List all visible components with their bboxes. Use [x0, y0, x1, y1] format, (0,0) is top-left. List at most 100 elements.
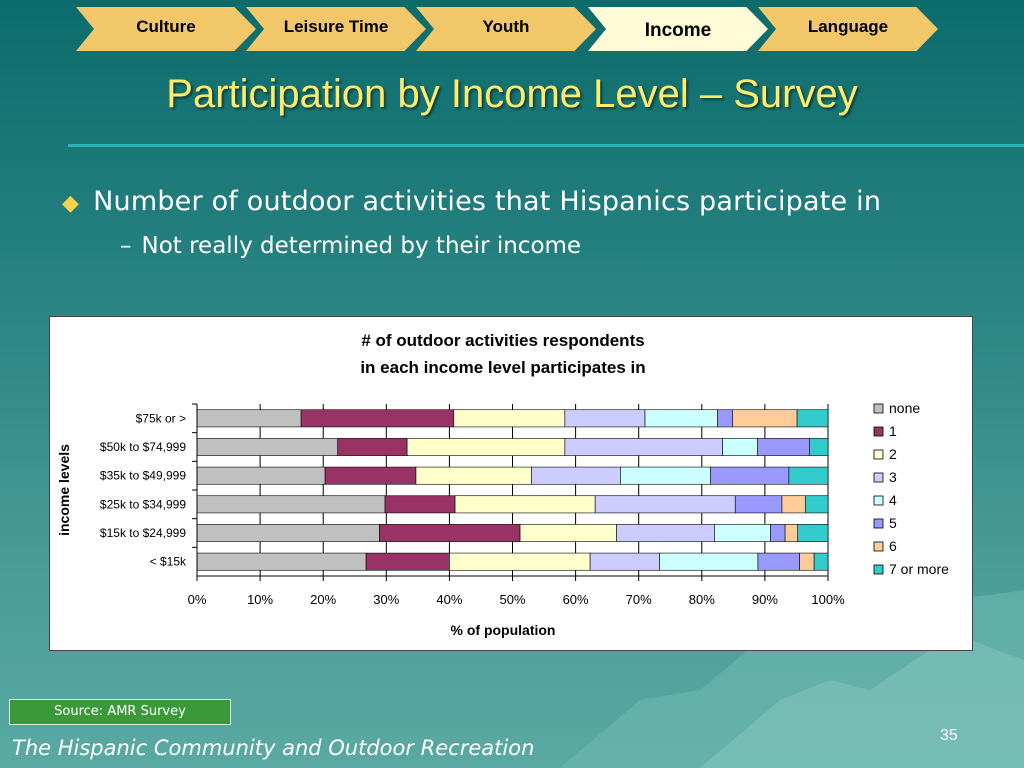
tab-leisure-time[interactable]: Leisure Time — [246, 7, 426, 51]
x-axis-label: % of population — [451, 622, 556, 638]
x-tick-label: 10% — [247, 592, 273, 607]
bar-segment — [722, 438, 758, 456]
bar-segment — [196, 438, 339, 456]
bar-segment — [519, 524, 617, 542]
legend-label: 2 — [889, 446, 897, 462]
bar-segment — [620, 466, 711, 485]
bar-segment — [415, 466, 532, 485]
bar-segment — [734, 495, 783, 514]
tab-culture[interactable]: Culture — [76, 7, 256, 51]
slide-title: Participation by Income Level – Survey — [166, 72, 858, 116]
bar-segment — [757, 552, 800, 571]
bar-segment — [594, 495, 736, 514]
bar-segment — [531, 466, 621, 485]
diamond-bullet-icon: ◆ — [62, 191, 80, 216]
legend-swatch — [873, 403, 884, 414]
legend-label: none — [889, 400, 920, 416]
bar-segment — [379, 524, 521, 542]
x-tick-label: 30% — [373, 592, 399, 607]
bar-segment — [757, 438, 811, 456]
bar-segment — [781, 495, 806, 514]
bar-segment — [337, 438, 408, 456]
section-tabs: Culture Leisure Time Youth Income Langua… — [76, 7, 956, 51]
bar-segment — [196, 524, 380, 542]
bullet-text: Number of outdoor activities that Hispan… — [93, 186, 882, 217]
bar-segment — [453, 409, 566, 428]
x-tick-label: 90% — [752, 592, 778, 607]
y-tick-label: $75k or > — [136, 411, 186, 425]
bar-segment — [732, 409, 798, 428]
bar-segment — [365, 552, 450, 571]
bar-segment — [406, 438, 566, 456]
footer-text: The Hispanic Community and Outdoor Recre… — [12, 736, 535, 760]
tab-income[interactable]: Income — [588, 7, 768, 51]
chart-title-line: # of outdoor activities respondents — [361, 331, 644, 350]
legend-label: 7 or more — [889, 561, 949, 577]
sub-bullet-point: – Not really determined by their income — [120, 233, 581, 259]
x-tick-label: 0% — [188, 592, 207, 607]
y-tick-label: $25k to $34,999 — [100, 497, 186, 511]
x-tick-label: 20% — [310, 592, 336, 607]
bar-segment — [710, 466, 790, 485]
legend-label: 5 — [889, 515, 897, 531]
bar-segment — [196, 409, 302, 428]
bar-segment — [796, 409, 829, 428]
stacked-bar-chart: # of outdoor activities respondents in ea… — [56, 331, 949, 638]
legend-swatch — [873, 495, 884, 506]
bar-segment — [564, 438, 723, 456]
bar-segment — [589, 552, 660, 571]
dash-bullet-icon: – — [120, 233, 132, 259]
tab-language[interactable]: Language — [758, 7, 938, 51]
legend-swatch — [873, 541, 884, 552]
x-tick-label: 70% — [626, 592, 652, 607]
legend-swatch — [873, 472, 884, 483]
y-tick-label: $50k to $74,999 — [100, 440, 186, 454]
bar-segment — [797, 524, 829, 542]
y-tick-label: $35k to $49,999 — [100, 469, 186, 483]
tab-label: Leisure Time — [283, 17, 389, 36]
bar-segment — [300, 409, 455, 428]
y-tick-label: < $15k — [150, 555, 187, 569]
bullet-point: ◆ Number of outdoor activities that Hispa… — [62, 186, 881, 217]
x-tick-label: 80% — [689, 592, 715, 607]
bar-segment — [454, 495, 596, 514]
chart-container: # of outdoor activities respondents in ea… — [49, 316, 973, 651]
tab-label: Language — [807, 17, 889, 36]
x-tick-label: 100% — [811, 592, 845, 607]
tab-label: Culture — [136, 17, 196, 36]
bar-segment — [804, 495, 829, 514]
bar-segment — [659, 552, 759, 571]
tab-label: Youth — [482, 17, 530, 36]
bar-segment — [616, 524, 715, 542]
x-tick-label: 40% — [436, 592, 462, 607]
legend-label: 3 — [889, 469, 897, 485]
x-tick-label: 60% — [563, 592, 589, 607]
y-tick-label: $15k to $24,999 — [100, 526, 186, 540]
bar-segment — [196, 466, 326, 485]
bar-segment — [564, 409, 646, 428]
bar-segment — [717, 409, 734, 428]
source-note: Source: AMR Survey — [9, 699, 231, 725]
page-number: 35 — [940, 727, 958, 744]
bar-segment — [784, 524, 799, 542]
bar-segment — [644, 409, 718, 428]
legend-label: 6 — [889, 538, 897, 554]
bar-segment — [799, 552, 815, 571]
bar-segment — [324, 466, 417, 485]
bar-segment — [196, 495, 386, 514]
legend-label: 4 — [889, 492, 897, 508]
title-divider — [68, 144, 1024, 147]
bar-segment — [788, 466, 829, 485]
legend-swatch — [873, 518, 884, 529]
bar-segment — [714, 524, 771, 542]
legend-label: 1 — [889, 423, 897, 439]
x-tick-label: 50% — [499, 592, 525, 607]
bar-segment — [809, 438, 829, 456]
bar-segment — [813, 552, 829, 571]
sub-bullet-text: Not really determined by their income — [141, 233, 582, 259]
tab-youth[interactable]: Youth — [416, 7, 596, 51]
bar-segment — [449, 552, 591, 571]
tab-label: Income — [644, 20, 712, 41]
bar-segment — [770, 524, 786, 542]
legend-swatch — [873, 564, 884, 575]
